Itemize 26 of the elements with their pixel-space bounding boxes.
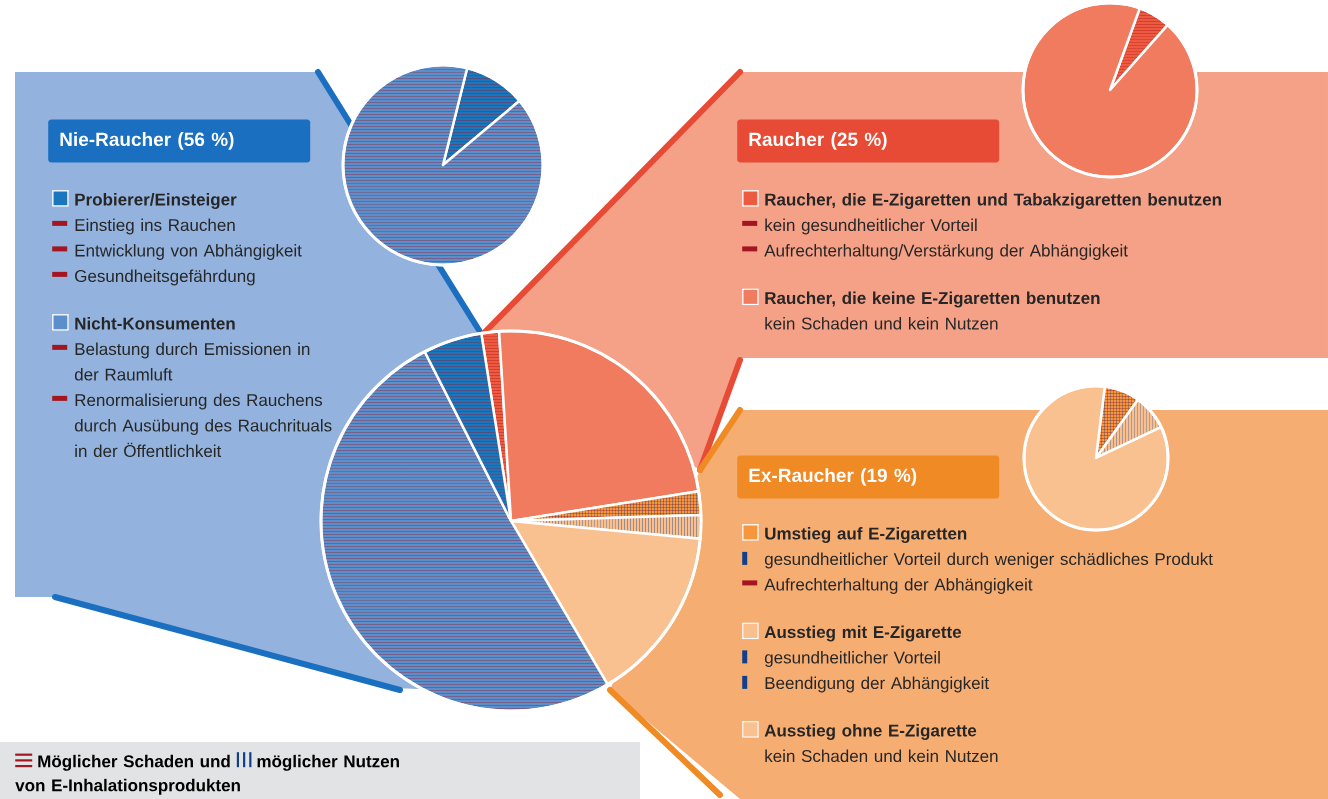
text: Entwicklung von Abhängigkeit	[75, 244, 302, 260]
text: Einstieg ins Rauchen	[75, 218, 235, 235]
text: Aufrechterhaltung der Abhängigkeit	[764, 578, 1033, 594]
text: möglicher Nutzen	[257, 754, 399, 771]
legend-label: Probierer/Einsteiger	[75, 193, 237, 209]
text: Ex-Raucher (19 %)	[749, 468, 917, 486]
text: kein gesundheitlicher Vorteil	[765, 218, 977, 235]
text: gesundheitlicher Vorteil	[764, 651, 940, 667]
text: kein Schaden und kein Nutzen	[765, 749, 998, 763]
text: kein Schaden und kein Nutzen	[765, 317, 998, 330]
text: gesundheitlicher Vorteil durch weniger schädliches Produkt	[764, 552, 1213, 569]
legend-label: Ausstieg ohne E-Zigarette	[764, 724, 977, 740]
text: Raucher (25 %)	[749, 132, 887, 150]
legend-label: Raucher, die keine E-Zigaretten benutzen	[765, 291, 1100, 308]
legend-label: Raucher, die E-Zigaretten und Tabakzigaretten benutzen	[765, 193, 1221, 209]
text: Aufrechterhaltung/Verstärkung der Abhängigkeit	[764, 244, 1128, 260]
text: von E-Inhalationsprodukten	[15, 778, 240, 795]
text: Möglicher Schaden und	[38, 754, 230, 771]
text: Nie-Raucher (56 %)	[60, 132, 234, 150]
legend-label: Umstieg auf E-Zigaretten	[765, 527, 967, 543]
legend-label: Ausstieg mit E-Zigarette	[764, 625, 962, 642]
text: Beendigung der Abhängigkeit	[765, 676, 989, 693]
text: Gesundheitsgefährdung	[75, 269, 255, 286]
legend-label: Nicht-Konsumenten	[75, 317, 235, 330]
text: Belastung durch Emissionen in der Raumluft	[74, 342, 310, 381]
text: Renormalisierung des Rauchens durch Ausübung des Rauchrituals in der Öffentlichkeit	[74, 393, 332, 458]
